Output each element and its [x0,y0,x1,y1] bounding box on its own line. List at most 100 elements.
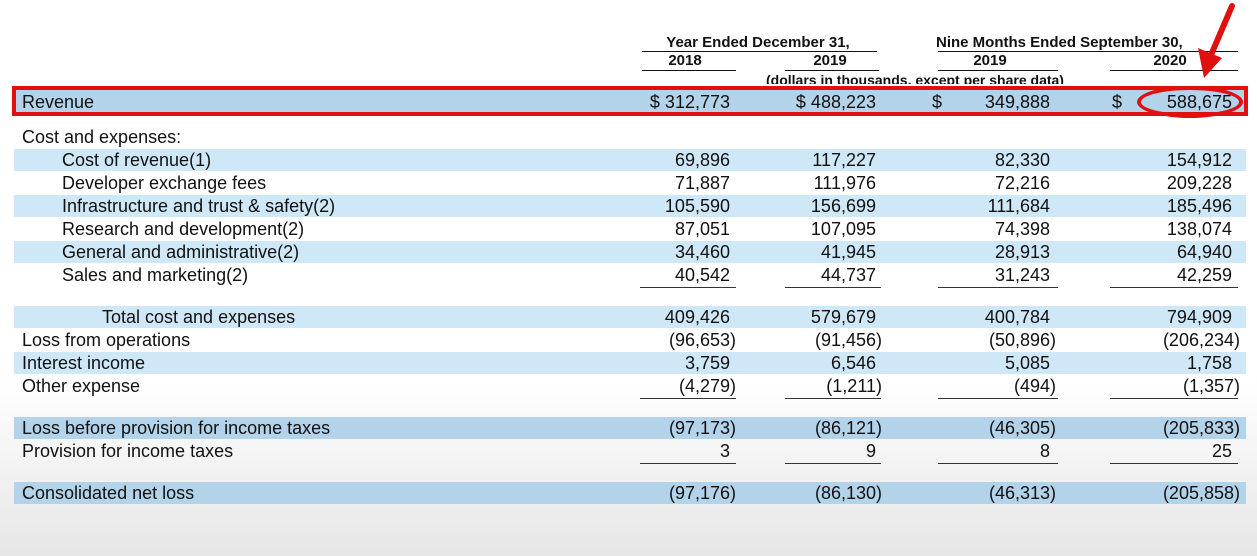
subtotal-rule [1110,287,1238,288]
row-band [14,417,1246,439]
row-band [14,195,1246,217]
cost-row-value: 138,074 [1166,219,1232,239]
summary-row-value: (1,211) [826,376,882,396]
header-group-year-ended: Year Ended December 31, [666,34,850,51]
year-underline [642,70,736,71]
section-label-cost-and-expenses: Cost and expenses: [22,127,182,147]
summary-row-value: 400,784 [984,307,1050,327]
revenue-label: Revenue [22,92,95,112]
summary-row-value: (205,833) [1162,418,1240,438]
summary-row-value: (86,121) [814,418,882,438]
header-group-underline [938,51,1238,52]
summary-row-value: (91,456) [814,330,882,350]
summary-row-value: (494) [1013,376,1056,396]
header-year-2019-nine: 2019 [973,52,1007,69]
summary-row-value: 8 [1039,441,1050,461]
summary-row-value: 579,679 [810,307,876,327]
summary-row-value: (86,130) [814,483,882,503]
cost-row-label: Research and development(2) [62,219,305,239]
units-note: (dollars in thousands, except per share … [766,72,1064,84]
summary-row-label: Loss before provision for income taxes [22,418,331,438]
year-underline [785,70,879,71]
revenue-2019-nine: 349,888 [984,92,1050,112]
row-band [14,306,1246,328]
summary-row-label: Provision for income taxes [22,441,234,461]
subtotal-rule [938,287,1058,288]
row-band [14,241,1246,263]
revenue-2018: $ 312,773 [649,92,730,112]
subtotal-rule [640,398,736,399]
subtotal-rule [785,287,881,288]
summary-row-value: (96,653) [668,330,736,350]
year-underline [938,70,1058,71]
summary-row-value: (206,234) [1162,330,1240,350]
summary-row-label: Interest income [22,353,146,373]
summary-row-value: (97,173) [668,418,736,438]
cost-row-value: 64,940 [1176,242,1232,262]
summary-row-value: 3,759 [684,353,730,373]
cost-row-value: 156,699 [810,196,876,216]
cost-row-value: 105,590 [664,196,730,216]
revenue-dollar-2020: $ [1112,92,1123,112]
subtotal-rule [938,463,1058,464]
summary-row-value: 25 [1211,441,1232,461]
revenue-2020-highlight-ellipse [1137,86,1243,118]
summary-row-value: (97,176) [668,483,736,503]
cost-row-value: 185,496 [1166,196,1232,216]
cost-row-value: 154,912 [1166,150,1232,170]
subtotal-rule [640,287,736,288]
summary-row-value: (4,279) [678,376,736,396]
cost-row-value: 107,095 [810,219,876,239]
cost-row-value: 28,913 [994,242,1050,262]
row-band [14,482,1246,504]
summary-row-value: (50,896) [988,330,1056,350]
cost-row-value: 209,228 [1166,173,1232,193]
cost-row-value: 111,976 [813,173,876,193]
subtotal-rule [1110,463,1238,464]
subtotal-rule [938,398,1058,399]
row-band [14,149,1246,171]
summary-row-value: 6,546 [830,353,876,373]
year-underline [1110,70,1238,71]
cost-row-value: 72,216 [994,173,1050,193]
summary-row-label: Consolidated net loss [22,483,195,503]
summary-row-value: 9 [865,441,876,461]
summary-row-value: (205,858) [1162,483,1240,503]
subtotal-rule [1110,398,1238,399]
cost-row-value: 74,398 [994,219,1050,239]
cost-row-value: 111,684 [987,196,1050,216]
summary-row-value: (1,357) [1182,376,1240,396]
summary-row-value: 1,758 [1186,353,1232,373]
cost-row-label: General and administrative(2) [62,242,300,262]
subtotal-rule [785,398,881,399]
row-band [14,352,1246,374]
cost-row-label: Cost of revenue(1) [62,150,212,170]
summary-row-value: (46,305) [988,418,1056,438]
cost-row-value: 82,330 [994,150,1050,170]
header-year-2018: 2018 [668,52,702,69]
cost-row-value: 40,542 [674,265,730,285]
cost-row-value: 69,896 [674,150,730,170]
cost-row-label: Developer exchange fees [62,173,267,193]
cost-row-value: 117,227 [812,150,876,170]
cost-row-label: Sales and marketing(2) [62,265,249,285]
revenue-dollar-2019-nine: $ [932,92,943,112]
summary-row-value: 409,426 [664,307,730,327]
cost-row-value: 42,259 [1176,265,1232,285]
summary-row-label: Loss from operations [22,330,191,350]
cost-row-label: Infrastructure and trust & safety(2) [62,196,336,216]
summary-row-value: 794,909 [1166,307,1232,327]
cost-row-value: 31,243 [994,265,1050,285]
cost-row-value: 87,051 [674,219,730,239]
subtotal-rule [785,463,881,464]
cost-row-value: 44,737 [820,265,876,285]
revenue-band [14,90,1246,112]
header-group-underline [642,51,877,52]
summary-row-value: 5,085 [1004,353,1050,373]
header-group-nine-months: Nine Months Ended September 30, [936,34,1183,51]
summary-row-label: Other expense [22,376,141,396]
summary-row-value: (46,313) [988,483,1056,503]
summary-row-label: Total cost and expenses [102,307,296,327]
revenue-highlight-box [12,86,1248,116]
header-year-2019: 2019 [813,52,847,69]
